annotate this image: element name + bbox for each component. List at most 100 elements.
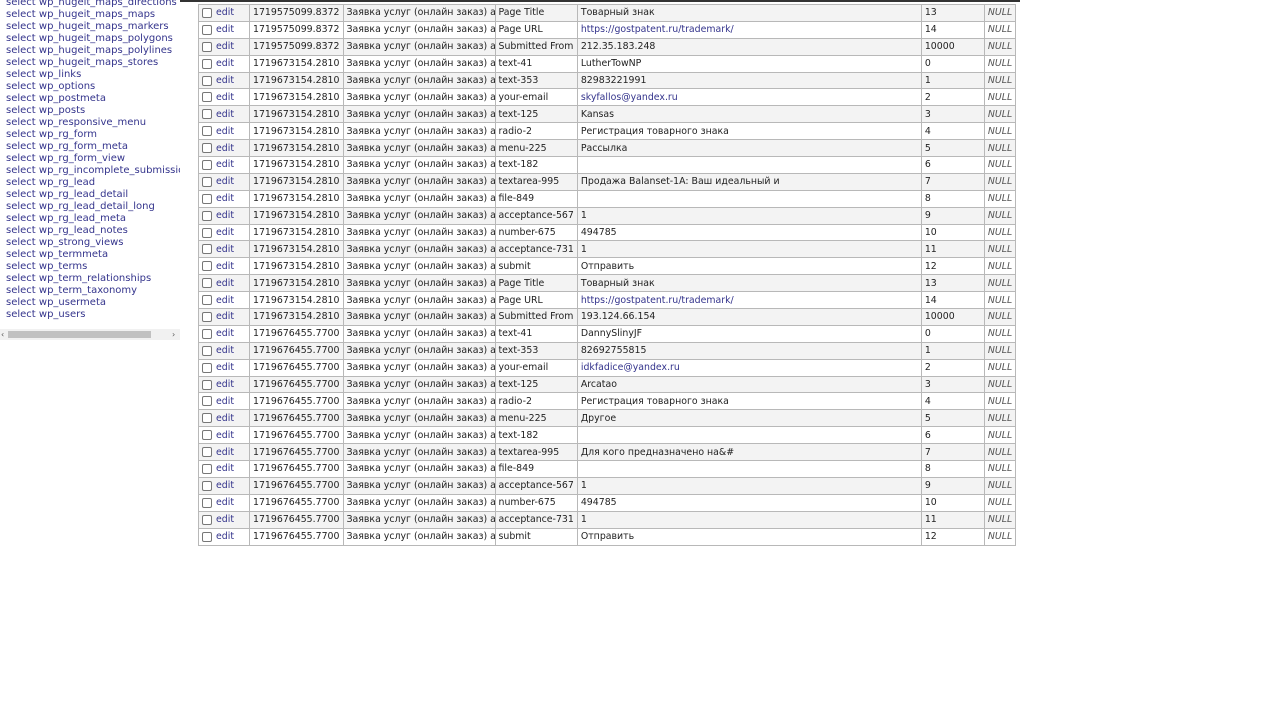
edit-link[interactable]: edit	[216, 193, 234, 205]
sidebar-table-link[interactable]: select wp_rg_form_meta	[6, 141, 128, 152]
edit-link[interactable]: edit	[216, 91, 234, 103]
sidebar-table-link[interactable]: select wp_terms	[6, 261, 88, 272]
row-checkbox[interactable]	[202, 261, 212, 272]
row-checkbox[interactable]	[202, 24, 212, 35]
sidebar-table-link[interactable]: select wp_hugeit_maps_maps	[6, 9, 156, 20]
edit-link[interactable]: edit	[216, 210, 234, 222]
row-checkbox[interactable]	[202, 159, 212, 170]
row-checkbox[interactable]	[202, 328, 212, 339]
edit-link[interactable]: edit	[216, 531, 234, 543]
edit-link[interactable]: edit	[216, 159, 234, 171]
row-checkbox[interactable]	[202, 480, 212, 491]
sidebar-table-link[interactable]: select wp_hugeit_maps_directions	[6, 0, 177, 8]
edit-link[interactable]: edit	[216, 227, 234, 239]
row-checkbox[interactable]	[202, 463, 212, 474]
edit-link[interactable]: edit	[216, 142, 234, 154]
scroll-right-arrow-icon[interactable]: ›	[172, 330, 176, 339]
row-checkbox[interactable]	[202, 176, 212, 187]
sidebar-table-link[interactable]: select wp_rg_lead_meta	[6, 213, 127, 224]
row-checkbox[interactable]	[202, 244, 212, 255]
row-checkbox[interactable]	[202, 514, 212, 525]
edit-link[interactable]: edit	[216, 412, 234, 424]
sidebar-table-link[interactable]: select wp_responsive_menu	[6, 117, 147, 128]
row-checkbox[interactable]	[202, 396, 212, 407]
row-checkbox[interactable]	[202, 278, 212, 289]
row-checkbox[interactable]	[202, 311, 212, 322]
sidebar-table-link[interactable]: select wp_rg_lead_notes	[6, 225, 128, 236]
edit-link[interactable]: edit	[216, 125, 234, 137]
edit-link[interactable]: edit	[216, 362, 234, 374]
row-checkbox[interactable]	[202, 109, 212, 120]
edit-link[interactable]: edit	[216, 58, 234, 70]
sidebar-table-link[interactable]: select wp_hugeit_maps_stores	[6, 57, 159, 68]
edit-link[interactable]: edit	[216, 24, 234, 36]
value-link[interactable]: https://gostpatent.ru/trademark/	[580, 24, 734, 36]
row-checkbox[interactable]	[202, 362, 212, 373]
row-checkbox[interactable]	[202, 193, 212, 204]
sidebar-table-link[interactable]: select wp_term_taxonomy	[6, 285, 138, 296]
field-order-cell: 3	[920, 375, 985, 394]
sidebar-table-link[interactable]: select wp_termmeta	[6, 249, 109, 260]
sidebar-table-link[interactable]: select wp_rg_lead_detail	[6, 189, 129, 200]
edit-link[interactable]: edit	[216, 463, 234, 475]
edit-link[interactable]: edit	[216, 480, 234, 492]
edit-link[interactable]: edit	[216, 260, 234, 272]
row-checkbox[interactable]	[202, 430, 212, 441]
sidebar-table-link[interactable]: select wp_hugeit_maps_polygons	[6, 33, 173, 44]
edit-link[interactable]: edit	[216, 311, 234, 323]
edit-link[interactable]: edit	[216, 294, 234, 306]
scrollbar-thumb[interactable]	[8, 331, 151, 338]
edit-link[interactable]: edit	[216, 345, 234, 357]
sidebar-table-link[interactable]: select wp_rg_lead_detail_long	[6, 201, 155, 212]
sidebar-table-link[interactable]: select wp_strong_views	[6, 237, 124, 248]
edit-link[interactable]: edit	[216, 243, 234, 255]
row-checkbox[interactable]	[202, 447, 212, 458]
sidebar-table-link[interactable]: select wp_rg_form_view	[6, 153, 126, 164]
sidebar-table-link[interactable]: select wp_links	[6, 69, 82, 80]
row-checkbox[interactable]	[202, 379, 212, 390]
sidebar-table-link[interactable]: select wp_posts	[6, 105, 86, 116]
sidebar-table-link[interactable]: select wp_options	[6, 81, 96, 92]
edit-link[interactable]: edit	[216, 41, 234, 53]
row-checkbox[interactable]	[202, 295, 212, 306]
row-checkbox[interactable]	[202, 531, 212, 542]
sidebar-table-link[interactable]: select wp_usermeta	[6, 297, 106, 308]
sidebar-table-link[interactable]: select wp_postmeta	[6, 93, 106, 104]
value-link[interactable]: https://gostpatent.ru/trademark/	[580, 294, 734, 306]
row-checkbox[interactable]	[202, 497, 212, 508]
sidebar-table-link[interactable]: select wp_hugeit_maps_markers	[6, 21, 169, 32]
row-checkbox[interactable]	[202, 58, 212, 69]
row-checkbox[interactable]	[202, 7, 212, 18]
sidebar-table-link[interactable]: select wp_rg_incomplete_submissio	[6, 165, 180, 176]
row-checkbox[interactable]	[202, 92, 212, 103]
edit-link[interactable]: edit	[216, 176, 234, 188]
edit-link[interactable]: edit	[216, 328, 234, 340]
edit-link[interactable]: edit	[216, 108, 234, 120]
value-link[interactable]: idkfadice@yandex.ru	[580, 362, 680, 374]
edit-link[interactable]: edit	[216, 514, 234, 526]
row-checkbox[interactable]	[202, 41, 212, 52]
row-checkbox[interactable]	[202, 413, 212, 424]
sidebar-horizontal-scrollbar[interactable]: ‹ ›	[0, 329, 180, 340]
row-checkbox[interactable]	[202, 126, 212, 137]
edit-link[interactable]: edit	[216, 446, 234, 458]
edit-link[interactable]: edit	[216, 379, 234, 391]
edit-link[interactable]: edit	[216, 395, 234, 407]
sidebar-table-link[interactable]: select wp_users	[6, 309, 86, 320]
sidebar-table-link[interactable]: select wp_term_relationships	[6, 273, 152, 284]
edit-link[interactable]: edit	[216, 429, 234, 441]
sidebar-table-link[interactable]: select wp_rg_form	[6, 129, 98, 140]
sidebar-table-link[interactable]: select wp_rg_lead	[6, 177, 96, 188]
sidebar-table-link[interactable]: select wp_hugeit_maps_polylines	[6, 45, 173, 56]
row-checkbox[interactable]	[202, 143, 212, 154]
edit-link[interactable]: edit	[216, 277, 234, 289]
edit-link[interactable]: edit	[216, 75, 234, 86]
row-checkbox[interactable]	[202, 345, 212, 356]
scroll-left-arrow-icon[interactable]: ‹	[1, 330, 5, 339]
row-checkbox[interactable]	[202, 75, 212, 86]
edit-link[interactable]: edit	[216, 7, 234, 19]
row-checkbox[interactable]	[202, 227, 212, 238]
edit-link[interactable]: edit	[216, 497, 234, 509]
value-link[interactable]: skyfallos@yandex.ru	[580, 91, 678, 103]
row-checkbox[interactable]	[202, 210, 212, 221]
